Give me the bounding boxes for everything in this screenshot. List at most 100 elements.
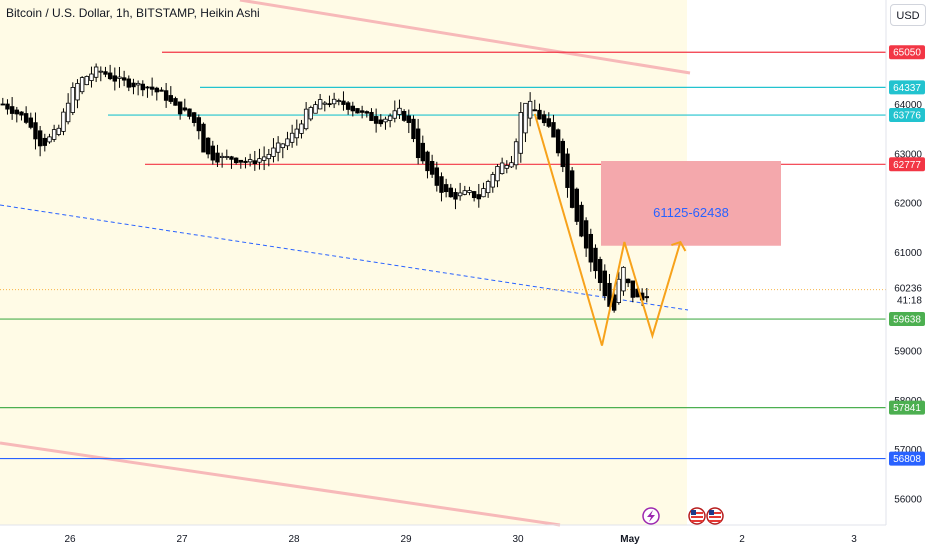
candle-body[interactable] [443, 184, 449, 193]
candle-body[interactable] [513, 141, 519, 166]
candle-body[interactable] [527, 100, 533, 119]
projection-zigzag[interactable] [533, 113, 682, 346]
candle-body[interactable] [369, 111, 374, 121]
candle-body[interactable] [233, 157, 239, 164]
candle-body[interactable] [355, 108, 360, 114]
candle-body[interactable] [229, 156, 234, 160]
candle-body[interactable] [121, 77, 127, 81]
candle-body[interactable] [364, 111, 369, 114]
us-flag-icon[interactable] [706, 507, 724, 525]
candle-body[interactable] [546, 118, 551, 127]
candle-body[interactable] [219, 155, 225, 158]
candle-body[interactable] [336, 100, 341, 102]
candle-body[interactable] [201, 123, 206, 153]
candle-body[interactable] [9, 106, 15, 114]
dashed-trend-line[interactable] [0, 204, 689, 311]
candle-body[interactable] [294, 128, 299, 139]
candle-body[interactable] [196, 117, 201, 132]
candle-body[interactable] [523, 102, 528, 134]
candle-body[interactable] [317, 99, 323, 110]
candle-body[interactable] [177, 101, 183, 115]
candle-body[interactable] [327, 103, 332, 106]
candle-body[interactable] [140, 83, 145, 91]
candle-body[interactable] [145, 86, 150, 89]
candle-body[interactable] [126, 78, 131, 88]
candle-body[interactable] [65, 102, 71, 123]
candle-body[interactable] [597, 259, 603, 283]
candle-body[interactable] [247, 159, 253, 163]
time-axis[interactable]: 26 27 28 29 30 May 2 3 [64, 534, 857, 545]
candle-body[interactable] [79, 77, 85, 93]
currency-button[interactable]: USD [890, 4, 926, 26]
candle-body[interactable] [261, 156, 267, 161]
candle-body[interactable] [392, 110, 397, 119]
candle-body[interactable] [434, 167, 439, 186]
candle-body[interactable] [625, 278, 631, 284]
us-flag-icon[interactable] [688, 507, 706, 525]
candle-body[interactable] [215, 152, 220, 163]
candle-body[interactable] [397, 107, 402, 115]
candle-body[interactable] [210, 145, 215, 161]
candle-body[interactable] [28, 117, 33, 128]
candle-body[interactable] [439, 176, 444, 193]
candle-body[interactable] [448, 187, 453, 198]
candle-body[interactable] [481, 188, 486, 198]
candle-body[interactable] [37, 130, 43, 147]
candle-body[interactable] [117, 76, 122, 79]
candle-body[interactable] [518, 112, 523, 154]
candle-body[interactable] [350, 105, 355, 112]
candle-body[interactable] [644, 296, 649, 299]
candle-body[interactable] [373, 116, 379, 124]
candle-body[interactable] [93, 66, 99, 78]
candle-body[interactable] [359, 110, 365, 113]
candle-body[interactable] [103, 71, 108, 75]
candle-body[interactable] [131, 82, 136, 88]
candle-body[interactable] [579, 204, 584, 237]
candle-body[interactable] [490, 174, 495, 188]
candle-body[interactable] [75, 83, 80, 101]
candle-body[interactable] [98, 70, 103, 73]
candle-body[interactable] [252, 160, 257, 165]
candle-body[interactable] [154, 87, 159, 93]
candle-body[interactable] [205, 137, 211, 155]
candle-body[interactable] [14, 109, 19, 115]
candle-body[interactable] [149, 86, 155, 90]
candle-body[interactable] [19, 111, 24, 116]
lightning-icon[interactable] [642, 507, 660, 525]
candle-body[interactable] [630, 280, 635, 298]
candle-body[interactable] [313, 104, 318, 114]
candle-body[interactable] [406, 115, 411, 123]
candle-body[interactable] [616, 278, 621, 303]
candle-body[interactable] [504, 165, 509, 169]
candle-body[interactable] [89, 73, 94, 81]
candle-body[interactable] [135, 82, 141, 86]
candle-body[interactable] [425, 151, 430, 172]
candle-body[interactable] [509, 162, 514, 168]
candle-body[interactable] [33, 122, 38, 140]
candle-body[interactable] [23, 113, 29, 123]
candle-body[interactable] [257, 158, 262, 163]
candle-body[interactable] [551, 122, 556, 138]
candle-body[interactable] [322, 102, 327, 105]
candle-body[interactable] [555, 129, 561, 154]
candle-body[interactable] [341, 100, 346, 105]
candle-body[interactable] [602, 270, 607, 297]
candle-body[interactable] [485, 181, 491, 194]
target-zone[interactable] [601, 161, 781, 246]
candle-body[interactable] [0, 103, 5, 106]
candle-body[interactable] [187, 108, 192, 117]
candle-body[interactable] [243, 160, 248, 163]
candle-body[interactable] [532, 109, 537, 112]
candle-body[interactable] [429, 160, 435, 175]
candle-body[interactable] [453, 192, 458, 200]
candle-body[interactable] [415, 128, 421, 159]
candle-body[interactable] [266, 153, 271, 160]
candle-body[interactable] [303, 108, 309, 130]
candle-body[interactable] [537, 109, 542, 120]
candle-body[interactable] [51, 129, 57, 140]
candle-body[interactable] [331, 98, 337, 105]
candle-body[interactable] [271, 147, 276, 157]
candle-body[interactable] [401, 111, 407, 121]
candle-body[interactable] [411, 118, 416, 140]
